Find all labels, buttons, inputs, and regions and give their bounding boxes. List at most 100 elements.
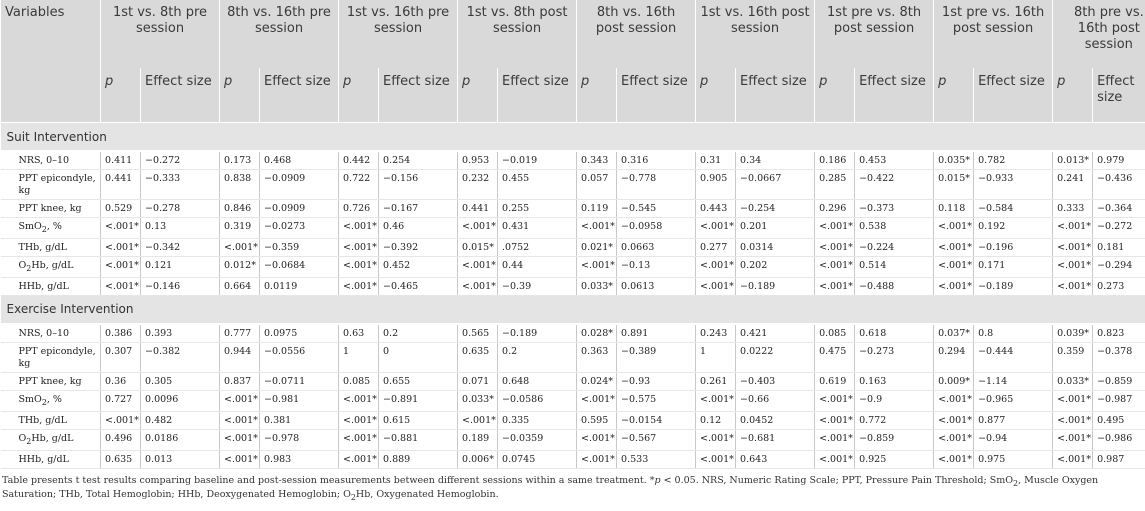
effect-size-cell: 0.2: [378, 324, 458, 343]
row-label: NRS, 0–10: [0, 324, 101, 343]
effect-size-cell: −0.273: [854, 342, 934, 373]
effect-size-cell: 0.643: [735, 450, 815, 469]
p-value-cell: <.001*: [338, 238, 379, 257]
effect-size-cell: 0.0186: [140, 429, 220, 451]
table-footnote: Table presents t test results comparing …: [0, 469, 1114, 505]
effect-size-cell: −0.389: [616, 342, 696, 373]
effect-size-cell: −0.364: [1092, 199, 1145, 218]
p-value-cell: 0.441: [457, 199, 498, 218]
row-label-suffix: , %: [46, 221, 62, 232]
p-value-cell: 0.186: [814, 152, 855, 170]
effect-size-cell: 0.772: [854, 411, 934, 430]
row-label-suffix: Hb, g/dL: [31, 432, 74, 444]
effect-size-cell: −0.39: [497, 277, 577, 296]
comparison-header: 8th pre vs. 16th post session: [1052, 0, 1145, 68]
effect-size-cell: 0.514: [854, 256, 934, 278]
effect-size-cell: −0.891: [378, 390, 458, 412]
table-row: PPT epicondyle, kg 0.307 −0.382 0.944 −0.055…: [0, 342, 1145, 373]
p-value-cell: 0.386: [100, 324, 141, 343]
p-value-header: p: [338, 68, 379, 123]
effect-size-cell: 0.0119: [258, 277, 339, 296]
effect-size-cell: 0.889: [378, 450, 458, 469]
p-value-cell: <.001*: [814, 450, 855, 469]
p-value-header: p: [457, 68, 498, 123]
p-value-cell: 0.722: [338, 169, 379, 200]
p-value-cell: 0.475: [814, 342, 855, 373]
p-value-cell: <.001*: [576, 256, 617, 278]
row-label-text: SmO: [18, 221, 42, 232]
effect-size-cell: −0.465: [378, 277, 458, 296]
p-value-cell: <.001*: [1052, 450, 1093, 469]
effect-size-cell: −0.981: [258, 390, 339, 412]
effect-size-cell: −0.333: [140, 169, 220, 200]
table-body: Suit Intervention NRS, 0–10 0.411 −0.272 0.1…: [0, 122, 1145, 469]
effect-size-header: Effect size: [616, 68, 696, 123]
effect-size-cell: −0.859: [854, 429, 934, 451]
footnote-subscript-1: 2: [1013, 478, 1019, 488]
p-value-cell: <.001*: [1052, 429, 1093, 451]
effect-size-cell: −0.0684: [258, 256, 339, 278]
p-value-cell: 0.071: [457, 372, 498, 391]
p-value-cell: <.001*: [100, 217, 141, 239]
p-value-cell: 0.024*: [576, 372, 617, 391]
p-value-cell: <.001*: [100, 256, 141, 278]
row-label-subscript: 2: [41, 224, 47, 234]
effect-size-cell: 0.533: [616, 450, 696, 469]
effect-size-cell: 0.0663: [616, 238, 696, 257]
comparison-header: 1st vs. 16th post session: [695, 0, 815, 68]
effect-size-cell: 0.468: [258, 152, 339, 170]
p-value-cell: 0.296: [814, 199, 855, 218]
effect-size-cell: −0.0711: [258, 372, 339, 391]
row-label: HHb, g/dL: [0, 450, 101, 469]
effect-size-cell: −0.9: [854, 390, 934, 412]
p-value-cell: 0.363: [576, 342, 617, 373]
p-value-cell: <.001*: [1052, 390, 1093, 412]
row-label-text: HHb, g/dL: [18, 453, 69, 465]
section-title: Exercise Intervention: [0, 294, 1145, 323]
p-value-cell: <.001*: [100, 277, 141, 296]
p-value-cell: 0.033*: [457, 390, 498, 412]
effect-size-cell: −0.373: [854, 199, 934, 218]
row-label: THb, g/dL: [0, 411, 101, 430]
effect-size-cell: 0.482: [140, 411, 220, 430]
effect-size-cell: −0.66: [735, 390, 815, 412]
p-value-cell: 0.189: [457, 429, 498, 451]
p-value-cell: 0.343: [576, 152, 617, 170]
effect-size-cell: 0.393: [140, 324, 220, 343]
p-value-cell: <.001*: [219, 238, 260, 257]
row-label: PPT knee, kg: [0, 199, 101, 218]
effect-size-cell: 0.0745: [497, 450, 577, 469]
p-value-cell: 0.837: [219, 372, 260, 391]
effect-size-cell: −0.392: [378, 238, 458, 257]
row-label-subscript: 2: [41, 397, 47, 407]
effect-size-cell: 0.192: [973, 217, 1053, 239]
p-value-cell: 0.63: [338, 324, 379, 343]
section-row: Suit Intervention: [0, 122, 1145, 150]
effect-size-cell: 0.975: [973, 450, 1053, 469]
footnote-text-2: < 0.05. NRS, Numeric Rating Scale; PPT, …: [660, 474, 1014, 486]
p-value-cell: 0.359: [1052, 342, 1093, 373]
p-value-cell: <.001*: [814, 429, 855, 451]
effect-size-cell: 0.452: [378, 256, 458, 278]
effect-size-cell: −0.545: [616, 199, 696, 218]
effect-size-cell: −0.778: [616, 169, 696, 200]
effect-size-cell: 0.618: [854, 324, 934, 343]
effect-size-cell: −0.986: [1092, 429, 1145, 451]
effect-size-cell: −0.0667: [735, 169, 815, 200]
effect-size-cell: −0.189: [973, 277, 1053, 296]
effect-size-cell: −0.933: [973, 169, 1053, 200]
variables-header: Variables: [0, 0, 101, 123]
p-value-cell: <.001*: [457, 411, 498, 430]
footnote-text-4: Hb, Oxygenated Hemoglobin.: [355, 489, 499, 501]
p-value-cell: 0.31: [695, 152, 736, 170]
p-value-cell: 0.261: [695, 372, 736, 391]
p-value-cell: 0.015*: [933, 169, 974, 200]
p-value-cell: 0.529: [100, 199, 141, 218]
effect-size-cell: 0.453: [854, 152, 934, 170]
p-value-cell: 0.012*: [219, 256, 260, 278]
p-value-cell: 0.944: [219, 342, 260, 373]
p-value-cell: <.001*: [219, 429, 260, 451]
effect-size-cell: 0.0222: [735, 342, 815, 373]
row-label: THb, g/dL: [0, 238, 101, 257]
